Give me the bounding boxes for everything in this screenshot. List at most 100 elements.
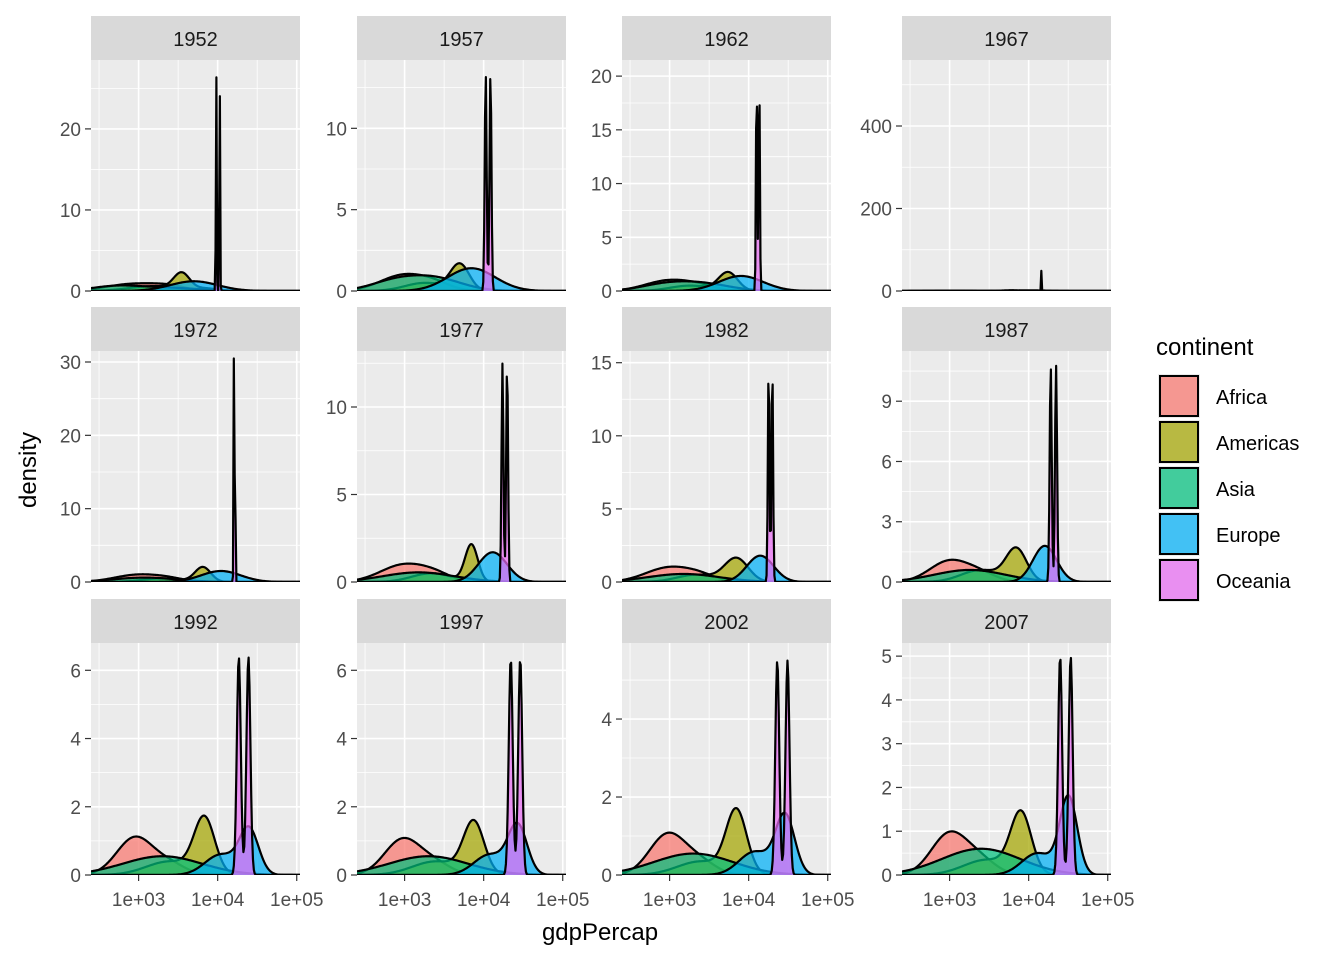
y-tick-label: 6: [881, 452, 892, 473]
y-tick-label: 0: [336, 866, 347, 887]
facet-panel-1987: 1987 0 3 6 9: [881, 307, 1111, 594]
legend-item-africa: Africa: [1158, 374, 1268, 418]
density-area-europe: [357, 268, 566, 291]
density-line-europe: [902, 793, 1111, 875]
x-tick-label: 1e+03: [378, 890, 431, 911]
density-curves: [622, 104, 831, 291]
density-curves: [622, 382, 831, 582]
density-area-americas: [357, 544, 566, 582]
density-area-europe: [622, 555, 831, 582]
y-tick-label: 0: [881, 282, 892, 303]
facet-strip-label: 1982: [704, 320, 749, 342]
facet-strip-label: 1987: [984, 320, 1029, 342]
x-tick-label: 1e+04: [722, 890, 776, 911]
legend-title: continent: [1156, 334, 1254, 361]
legend-swatch-oceania: [1159, 559, 1199, 601]
facet-strip: [357, 599, 566, 643]
x-tick-label: 1e+03: [923, 890, 976, 911]
density-area-europe: [91, 571, 300, 582]
legend-swatch-africa: [1159, 375, 1199, 417]
density-area-asia: [622, 573, 831, 582]
y-tick-label: 0: [70, 866, 81, 887]
y-tick-label: 10: [326, 398, 347, 419]
density-area-asia: [357, 275, 566, 291]
density-curves: [357, 661, 566, 875]
legend-item-asia: Asia: [1158, 466, 1256, 510]
facet-panels: 1952010201957051019620510152019670200400…: [60, 16, 1134, 911]
density-area-americas: [91, 815, 300, 875]
x-tick-label: 1e+05: [536, 890, 589, 911]
y-axis-title: density: [15, 432, 42, 508]
y-tick-label: 20: [591, 67, 612, 88]
y-tick-label: 15: [591, 121, 612, 142]
density-area-americas: [91, 566, 300, 582]
panel-background: [91, 351, 300, 582]
y-tick-label: 0: [70, 282, 81, 303]
facet-strip: [622, 307, 831, 351]
facet-panel-2002: 2002 0 2 4 1e+03 1e+04 1e+05: [601, 599, 854, 911]
y-tick-label: 6: [70, 661, 81, 682]
density-curves: [902, 656, 1111, 875]
density-area-asia: [902, 848, 1111, 875]
y-tick-label: 400: [860, 117, 892, 138]
y-tick-label: 5: [336, 201, 347, 222]
density-area-americas: [622, 557, 831, 582]
facet-strip-label: 1992: [173, 612, 218, 634]
facet-strip: [357, 307, 566, 351]
panel-background: [622, 351, 831, 582]
facet-strip: [91, 599, 300, 643]
density-area-asia: [357, 572, 566, 582]
y-tick-label: 6: [336, 661, 347, 682]
y-tick-label: 0: [336, 573, 347, 594]
facet-strip-label: 1967: [984, 29, 1029, 51]
x-axis-title: gdpPercap: [542, 919, 658, 946]
panel-background: [902, 60, 1111, 291]
facet-panel-1952: 1952 0 10 20: [60, 16, 300, 303]
facet-strip: [622, 599, 831, 643]
facet-strip-label: 1997: [439, 612, 484, 634]
facet-panel-1992: 1992 0 2 4 6 1e+03 1e+04 1e+05: [70, 599, 323, 911]
facet-panel-1962: 1962 0 5 10 15 20: [591, 16, 831, 303]
panel-background: [357, 60, 566, 291]
facet-strip-label: 1957: [439, 29, 484, 51]
y-tick-label: 200: [860, 200, 892, 221]
y-tick-label: 10: [326, 119, 347, 140]
y-tick-label: 9: [881, 392, 892, 413]
density-line-oceania: [622, 659, 831, 875]
y-tick-label: 4: [336, 730, 347, 751]
legend-label: Americas: [1216, 433, 1299, 455]
facet-panel-2007: 2007 0 1 2 3 4 5 1e+03 1e+04 1e+05: [881, 599, 1134, 911]
x-tick-label: 1e+05: [270, 890, 323, 911]
y-tick-label: 0: [601, 866, 612, 887]
panel-background: [91, 60, 300, 291]
y-tick-label: 0: [601, 282, 612, 303]
facet-strip: [902, 16, 1111, 60]
facet-panel-1997: 1997 0 2 4 6 1e+03 1e+04 1e+05: [336, 599, 589, 911]
facet-strip: [91, 307, 300, 351]
facet-panel-1972: 1972 0 10 20 30: [60, 307, 300, 594]
legend-label: Europe: [1216, 525, 1281, 547]
x-tick-label: 1e+05: [801, 890, 854, 911]
density-curves: [902, 269, 1111, 291]
y-tick-label: 2: [336, 798, 347, 819]
legend-swatch-asia: [1159, 467, 1199, 509]
density-curves: [91, 76, 300, 291]
legend-label: Oceania: [1216, 571, 1291, 593]
facet-strip-label: 1952: [173, 29, 218, 51]
y-tick-label: 3: [881, 735, 892, 756]
x-tick-label: 1e+03: [112, 890, 165, 911]
y-tick-label: 20: [60, 120, 81, 141]
panel-background: [357, 351, 566, 582]
legend: continent Africa Americas Asia Europe Oceani…: [1156, 334, 1299, 602]
x-tick-label: 1e+03: [643, 890, 696, 911]
legend-item-americas: Americas: [1158, 420, 1299, 464]
density-curves: [91, 656, 300, 875]
facet-strip-label: 1962: [704, 29, 749, 51]
density-area-europe: [622, 275, 831, 291]
facet-strip-label: 1977: [439, 320, 484, 342]
density-curves: [622, 659, 831, 875]
density-area-asia: [622, 853, 831, 875]
density-curves: [91, 357, 300, 582]
legend-label: Africa: [1216, 387, 1268, 409]
